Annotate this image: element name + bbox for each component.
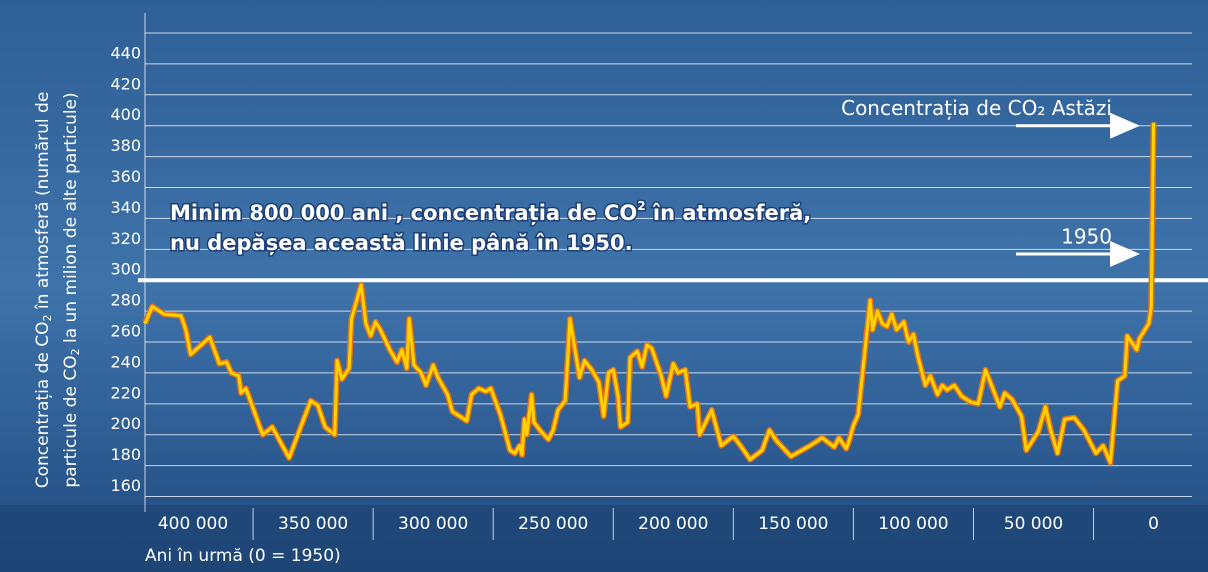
marker-label: Concentrația de CO₂ Astăzi	[841, 96, 1112, 120]
y-tick-label: 360	[110, 167, 141, 186]
annotation-part: 2	[637, 199, 645, 213]
x-tick-label: 0	[1148, 514, 1159, 534]
marker-label: 1950	[1061, 224, 1112, 248]
x-tick-label: 400 000	[158, 514, 228, 534]
y-axis-label-line: Concentrația de CO2 în atmosferă (număru…	[33, 92, 54, 489]
x-tick-label: 350 000	[278, 514, 348, 534]
y-tick-label: 420	[110, 74, 141, 93]
y-tick-label: 160	[110, 476, 141, 495]
y-tick-label: 220	[110, 383, 141, 402]
y-axis-label-part: 2	[41, 314, 54, 321]
y-tick-label: 340	[110, 198, 141, 217]
x-axis-label: Ani în urmă (0 = 1950)	[145, 546, 341, 566]
x-tick-label: 50 000	[1004, 514, 1063, 534]
annotation-part: în atmosferă,	[646, 201, 812, 225]
y-tick-label: 380	[110, 136, 141, 155]
marker-arrow-head	[1110, 112, 1140, 139]
y-axis-label: Concentrația de CO2 în atmosferă (număru…	[33, 92, 82, 489]
annotation-part: Minim 800 000 ani , concentrația de CO	[170, 201, 637, 226]
y-axis-label-part: în atmosferă (numărul de	[33, 92, 53, 315]
annotation-line: Minim 800 000 ani , concentrația de CO2 …	[170, 199, 811, 227]
y-tick-label: 300	[110, 260, 141, 279]
y-tick-label: 320	[110, 229, 141, 248]
x-tick-label: 100 000	[878, 514, 948, 534]
y-tick-label: 180	[110, 445, 141, 464]
y-tick-label: 440	[110, 43, 141, 62]
y-axis-label-part: Concentrația de CO	[33, 321, 53, 488]
y-axis-label-part: 2	[69, 348, 82, 355]
y-axis-label-part: la un milion de alte particule)	[61, 92, 81, 348]
y-tick-label: 240	[110, 352, 141, 371]
y-tick-label: 280	[110, 291, 141, 310]
x-tick-label: 300 000	[398, 514, 468, 534]
y-axis-label-part: particule de CO	[61, 355, 81, 487]
y-axis-label-line: particule de CO2 la un milion de alte pa…	[61, 92, 82, 487]
x-tick-label: 150 000	[758, 514, 828, 534]
annotation-line: nu depășea această linie până în 1950.	[170, 231, 633, 255]
marker-arrow-head	[1110, 240, 1140, 267]
x-axis-band	[0, 505, 1208, 572]
data-line	[143, 122, 1156, 465]
annotation-part: nu depășea această linie până în 1950.	[170, 231, 633, 255]
x-tick-label: 250 000	[518, 514, 588, 534]
y-tick-label: 200	[110, 414, 141, 433]
x-tick-label: 200 000	[638, 514, 708, 534]
y-tick-label: 400	[110, 105, 141, 124]
y-tick-label: 260	[110, 322, 141, 341]
